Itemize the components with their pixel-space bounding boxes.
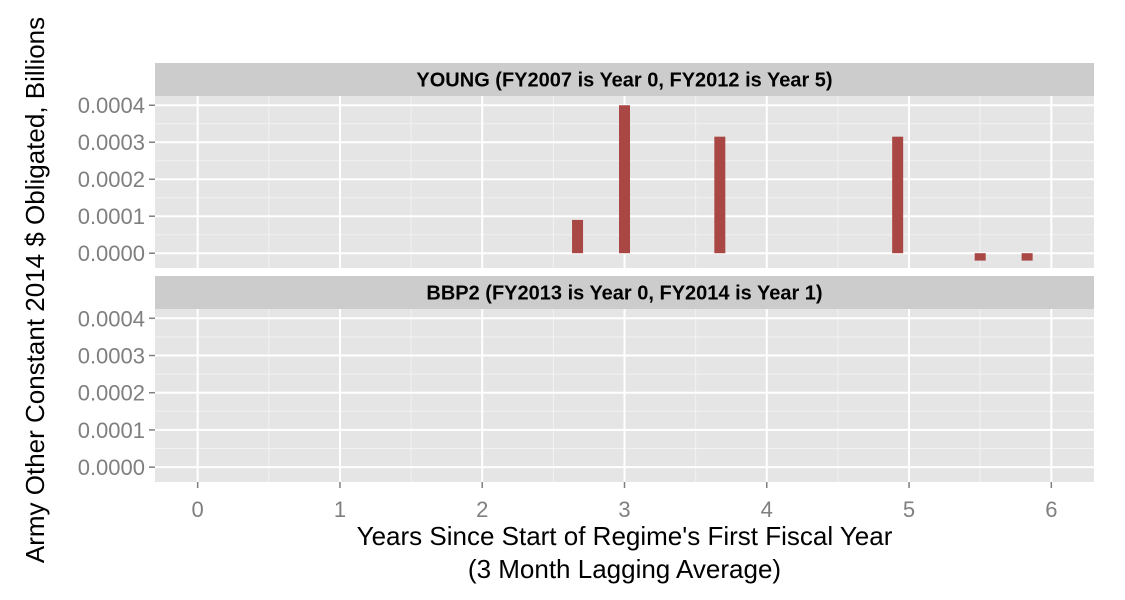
facet-panel-2: BBP2 (FY2013 is Year 0, FY2014 is Year 1… [78,276,1094,482]
y-tick-label: 0.0002 [78,167,145,192]
y-tick-label: 0.0001 [78,418,145,443]
y-axis-title: Army Other Constant 2014 $ Obligated, Bi… [20,17,50,563]
x-axis-title-line-1: Years Since Start of Regime's First Fisc… [357,521,893,551]
y-tick-label: 0.0003 [78,344,145,369]
bar [974,253,986,261]
x-axis: 0 1 2 3 4 5 6 [192,482,1057,522]
bar [714,136,726,254]
x-tick-label: 5 [903,497,915,522]
bar [619,105,630,254]
x-tick-label: 6 [1045,497,1057,522]
bar [1021,253,1033,261]
y-tick-label: 0.0004 [78,93,145,118]
bar [572,219,584,254]
facet-panel-1: YOUNG (FY2007 is Year 0, FY2012 is Year … [78,63,1094,268]
facet-strip [155,276,1094,309]
y-tick-label: 0.0001 [78,204,145,229]
x-tick-label: 2 [476,497,488,522]
y-tick-label: 0.0003 [78,130,145,155]
bar [892,136,904,254]
y-tick-label: 0.0004 [78,306,145,331]
facet-strip-title: YOUNG (FY2007 is Year 0, FY2012 is Year … [416,70,832,92]
panels-layer: YOUNG (FY2007 is Year 0, FY2012 is Year … [78,63,1094,482]
x-tick-label: 0 [192,497,204,522]
facet-strip-title: BBP2 (FY2013 is Year 0, FY2014 is Year 1… [426,283,822,305]
x-axis-title-line-2: (3 Month Lagging Average) [468,554,781,584]
y-tick-label: 0.0002 [78,381,145,406]
x-tick-label: 4 [761,497,773,522]
x-tick-label: 3 [618,497,630,522]
x-tick-label: 1 [334,497,346,522]
y-tick-label: 0.0000 [78,241,145,266]
y-tick-label: 0.0000 [78,455,145,480]
facet-strip [155,63,1094,96]
